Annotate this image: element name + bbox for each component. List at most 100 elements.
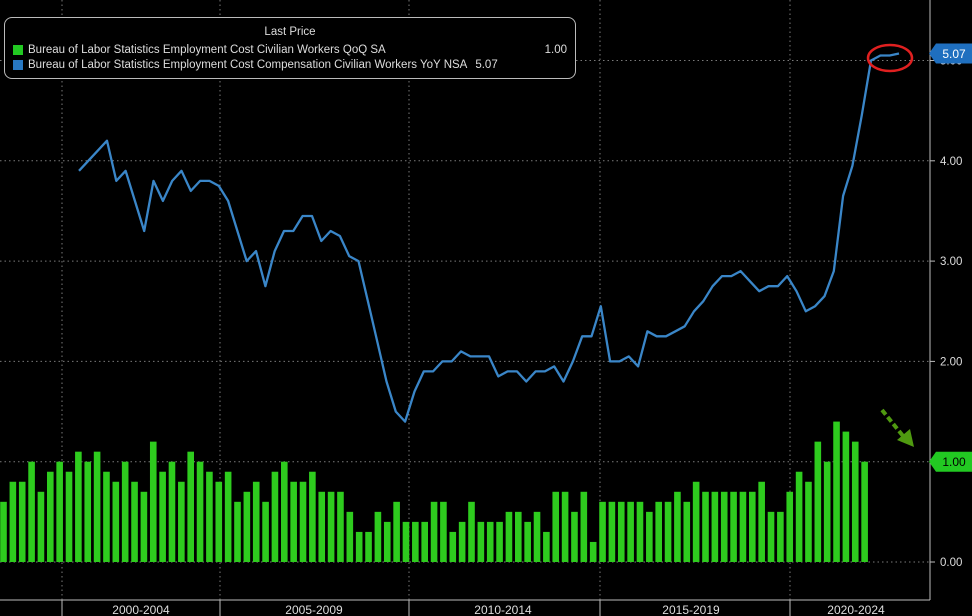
bar xyxy=(327,491,335,562)
bar xyxy=(281,461,288,562)
legend-label: Bureau of Labor Statistics Employment Co… xyxy=(28,59,468,71)
bar xyxy=(599,501,606,562)
bar-series xyxy=(0,421,868,562)
bar xyxy=(767,511,775,562)
bar xyxy=(337,491,344,562)
bar xyxy=(121,461,129,562)
value-tag-bg xyxy=(929,43,972,64)
bar xyxy=(730,491,737,562)
legend-last-value: 5.07 xyxy=(475,59,498,71)
line-series xyxy=(78,52,900,423)
value-tag-label: 5.07 xyxy=(942,47,966,61)
bar xyxy=(636,501,644,562)
x-tick-label: 2005-2009 xyxy=(285,603,343,616)
annotations: 5.07 1.00 xyxy=(866,43,972,472)
bar xyxy=(561,491,569,562)
series-line xyxy=(78,52,900,423)
bar xyxy=(56,461,63,562)
bar xyxy=(552,491,560,562)
bar xyxy=(37,491,45,562)
bar xyxy=(655,501,662,562)
bar xyxy=(449,531,457,562)
last-value-tag-qoq: 1.00 xyxy=(929,451,972,472)
bar xyxy=(543,531,550,562)
bar xyxy=(823,461,831,562)
bar xyxy=(9,481,17,562)
bar xyxy=(795,471,803,562)
bar xyxy=(84,461,92,562)
bar xyxy=(805,481,812,562)
legend-box: Last Price Bureau of Labor Statistics Em… xyxy=(4,17,576,79)
bar xyxy=(18,481,26,562)
y-tick-label: 3.00 xyxy=(940,256,962,268)
bar xyxy=(0,501,7,562)
bar xyxy=(515,511,522,562)
bar xyxy=(608,501,616,562)
bar xyxy=(786,491,794,562)
bar xyxy=(468,501,475,562)
legend-label: Bureau of Labor Statistics Employment Co… xyxy=(28,44,386,56)
down-arrow-shaft xyxy=(880,408,905,438)
bar xyxy=(711,491,719,562)
bar xyxy=(346,511,354,562)
bar xyxy=(851,441,859,562)
legend-item-qoq: Bureau of Labor Statistics Employment Co… xyxy=(13,43,567,57)
bar xyxy=(571,511,578,562)
bar xyxy=(149,441,157,562)
bar xyxy=(196,461,204,562)
highlight-circle xyxy=(866,43,914,73)
bar xyxy=(486,521,494,562)
bar xyxy=(65,471,73,562)
legend-last-value: 1.00 xyxy=(544,44,567,56)
bar xyxy=(674,491,681,562)
bar xyxy=(234,501,241,562)
bar xyxy=(374,511,382,562)
legend-swatch-green xyxy=(13,45,23,55)
x-tick-label: 2015-2019 xyxy=(662,603,720,616)
legend-item-yoy: Bureau of Labor Statistics Employment Co… xyxy=(13,58,567,72)
bar xyxy=(215,481,223,562)
bar xyxy=(309,471,316,562)
legend-swatch-blue xyxy=(13,60,23,70)
value-tag-label: 1.00 xyxy=(942,455,966,469)
bar xyxy=(702,491,709,562)
bar xyxy=(458,521,466,562)
bar xyxy=(402,521,410,562)
bar xyxy=(496,521,503,562)
bar xyxy=(178,481,185,562)
bar xyxy=(580,491,588,562)
bar xyxy=(131,481,138,562)
bar xyxy=(749,491,756,562)
bar xyxy=(112,481,120,562)
value-tag-bg xyxy=(929,451,972,472)
bar xyxy=(243,491,251,562)
bar xyxy=(440,501,447,562)
bar xyxy=(383,521,391,562)
bar xyxy=(814,441,822,562)
bar xyxy=(103,471,110,562)
bar xyxy=(224,471,232,562)
bar xyxy=(421,521,428,562)
bar xyxy=(720,491,728,562)
bar xyxy=(206,471,213,562)
y-tick-label: 4.00 xyxy=(940,156,962,168)
bar xyxy=(692,481,700,562)
bar xyxy=(412,521,419,562)
x-tick-label: 2000-2004 xyxy=(112,603,170,616)
bar xyxy=(627,501,634,562)
bar xyxy=(505,511,513,562)
x-tick-label: 2020-2024 xyxy=(827,603,885,616)
bar xyxy=(861,461,868,562)
y-tick-label: 0.00 xyxy=(940,557,962,569)
bar xyxy=(47,471,54,562)
bar xyxy=(299,481,307,562)
bar xyxy=(168,461,176,562)
bar xyxy=(355,531,363,562)
bar xyxy=(617,501,625,562)
bar xyxy=(524,521,531,562)
bar xyxy=(187,451,194,562)
bar xyxy=(683,501,691,562)
bar xyxy=(739,491,747,562)
bar xyxy=(271,471,279,562)
legend-header: Last Price xyxy=(264,26,316,38)
